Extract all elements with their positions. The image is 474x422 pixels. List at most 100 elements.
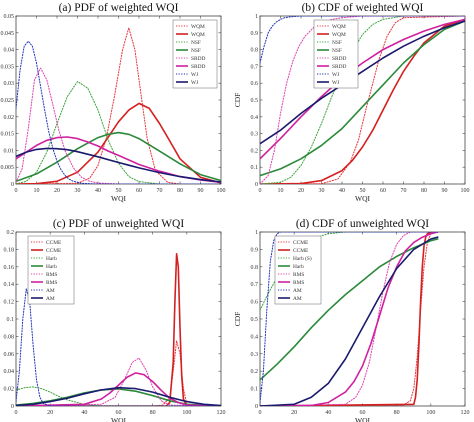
chart-title: (b) CDF of weighted WQI	[302, 2, 424, 14]
legend-label: CCME	[293, 240, 309, 246]
y-tick-label: 0	[11, 182, 14, 188]
x-tick-label: 60	[360, 410, 366, 416]
x-tick-label: 40	[95, 188, 101, 194]
series-line-wqm-dotted	[16, 27, 221, 184]
x-tick-label: 10	[278, 188, 284, 194]
x-tick-label: 60	[116, 410, 122, 416]
x-tick-label: 120	[461, 410, 470, 416]
series-line-am-solid	[260, 236, 439, 406]
y-axis-label: CDF	[233, 312, 242, 327]
chart-title: (d) CDF of unweighted WQI	[296, 218, 429, 230]
legend-label: AM	[46, 288, 55, 294]
legend-label: WJ	[191, 72, 198, 78]
y-axis-label: CDF	[233, 93, 242, 108]
y-tick-label: 0.4	[251, 334, 259, 340]
y-tick-label: 0.5	[251, 317, 259, 323]
series-line-am-solid	[16, 386, 221, 406]
y-tick-label: 0.8	[251, 48, 259, 54]
legend-box	[274, 235, 322, 305]
y-tick-label: 0.08	[4, 334, 15, 340]
y-tick-label: 0.16	[4, 265, 15, 271]
y-tick-label: 0.4	[251, 115, 259, 121]
y-tick-label: 1	[255, 230, 258, 236]
series-line-ccme-solid	[260, 232, 439, 406]
x-tick-label: 60	[136, 188, 142, 194]
series-line-wj-dotted	[16, 40, 221, 184]
x-tick-label: 80	[150, 410, 156, 416]
y-tick-label: 0.12	[4, 300, 15, 306]
series-line-wqm-dotted	[260, 16, 465, 184]
x-tick-label: 30	[319, 188, 325, 194]
chart-title: (c) PDF of unweighted WQI	[53, 218, 185, 230]
legend-label: CCME	[46, 240, 62, 246]
legend: CCME CCME Harb Harb RMS RMS AM AM	[27, 235, 75, 305]
x-tick-label: 40	[81, 410, 87, 416]
x-tick-label: 100	[461, 188, 470, 194]
y-tick-label: 0.01	[4, 148, 15, 154]
series-line-srdd-dotted	[260, 16, 465, 184]
y-tick-label: 0.02	[4, 387, 15, 393]
series-line-rms-dotted	[260, 232, 439, 406]
series-line-nsf-dotted	[16, 81, 221, 184]
y-tick-label: 0.02	[4, 115, 15, 121]
y-tick-label: 0.18	[4, 247, 15, 253]
x-tick-label: 50	[360, 188, 366, 194]
x-axis-label: WQI	[355, 194, 370, 203]
y-tick-label: 0.005	[1, 165, 15, 171]
legend-box	[172, 19, 218, 89]
legend-label: NSF	[191, 48, 201, 54]
legend: WQM WQM NSF NSF SRDD SRDD WJ WJ	[172, 19, 218, 89]
series-line-rms-dotted	[16, 357, 221, 406]
y-tick-label: 0.2	[7, 230, 15, 236]
legend-box	[27, 235, 75, 305]
x-axis-label: WQI	[111, 194, 126, 203]
legend-label: AM	[46, 296, 55, 302]
x-tick-label: 70	[157, 188, 163, 194]
y-tick-label: 0.1	[251, 387, 259, 393]
legend-label: SRDD	[332, 64, 346, 70]
x-tick-label: 20	[47, 410, 53, 416]
x-tick-label: 90	[442, 188, 448, 194]
y-tick-label: 0.015	[1, 132, 15, 138]
legend-label: NSF	[191, 40, 201, 46]
y-tick-label: 0	[11, 404, 14, 410]
series-line-ccme-dotted	[16, 340, 221, 406]
x-tick-label: 0	[15, 410, 18, 416]
x-tick-label: 80	[394, 410, 400, 416]
x-tick-label: 0	[259, 188, 262, 194]
y-tick-label: 0.035	[1, 64, 15, 70]
legend-label: WQM	[332, 32, 346, 38]
x-tick-label: 70	[401, 188, 407, 194]
chart-panel-4: (d) CDF of unweighted WQI 0 20 40 60 80 100 120…	[233, 218, 470, 422]
y-tick-label: 0.04	[4, 48, 15, 54]
x-tick-label: 80	[177, 188, 183, 194]
x-tick-label: 120	[217, 410, 226, 416]
y-tick-label: 0.1	[251, 165, 259, 171]
legend-label: RMS	[46, 280, 57, 286]
legend-label: WJ	[332, 80, 339, 86]
y-tick-label: 0.5	[251, 98, 259, 104]
x-axis-label: WQI	[111, 416, 126, 422]
legend-label: Harb	[293, 264, 304, 270]
series-line-rms-solid	[260, 232, 439, 406]
legend-box	[313, 19, 359, 89]
series-line-am-dotted	[16, 288, 221, 406]
legend-label: Harb (S)	[293, 255, 312, 262]
y-tick-label: 0.2	[251, 369, 259, 375]
legend-label: RMS	[293, 280, 304, 286]
x-tick-label: 30	[75, 188, 81, 194]
x-tick-label: 90	[198, 188, 204, 194]
y-tick-label: 0.03	[4, 81, 15, 87]
series-line-wj-dotted	[260, 16, 465, 64]
legend-label: WQM	[191, 32, 205, 38]
legend-label: CCME	[46, 248, 62, 254]
y-tick-label: 0.045	[1, 31, 15, 37]
legend-label: WJ	[332, 72, 339, 78]
y-tick-label: 0.7	[251, 64, 259, 70]
legend-label: WQM	[191, 24, 205, 30]
legend-label: Harb	[46, 264, 57, 270]
series-line-srdd-solid	[260, 18, 465, 160]
legend-label: AM	[293, 296, 302, 302]
